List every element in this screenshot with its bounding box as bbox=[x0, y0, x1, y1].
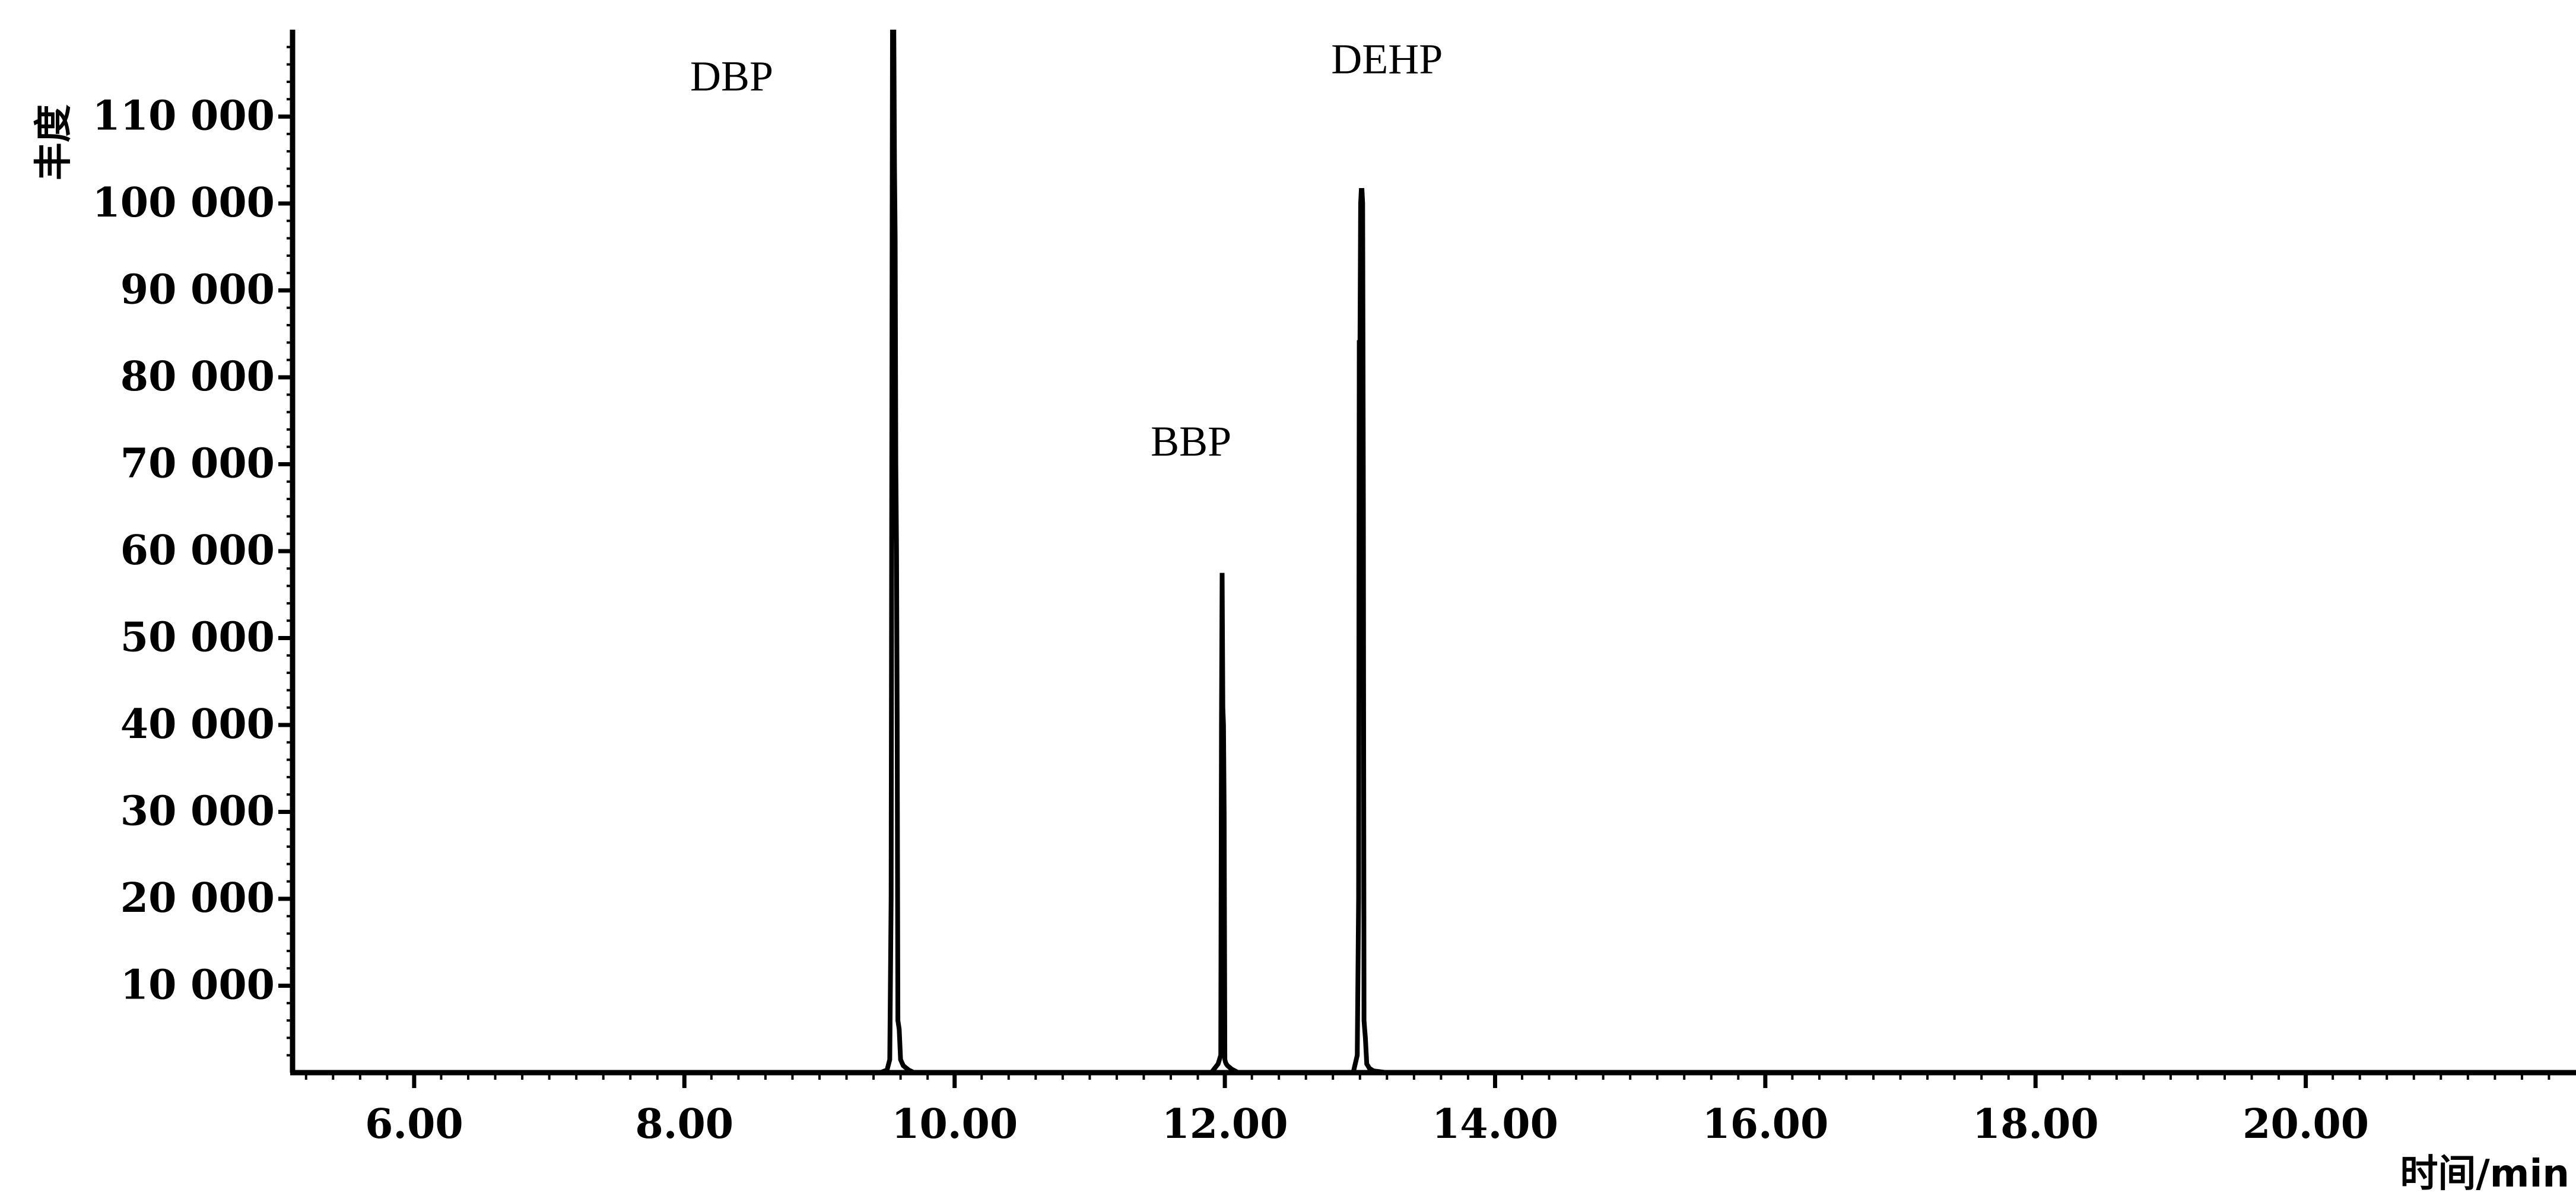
y-tick-label: 60 000 bbox=[120, 527, 275, 574]
y-axis-title: 丰度 bbox=[32, 104, 76, 180]
y-tick-label: 70 000 bbox=[120, 440, 275, 488]
x-tick-label: 20.00 bbox=[2243, 1101, 2369, 1148]
y-tick-label: 80 000 bbox=[120, 353, 275, 400]
y-tick-label: 20 000 bbox=[120, 874, 275, 922]
x-tick-label: 12.00 bbox=[1162, 1101, 1288, 1148]
x-tick-label: 8.00 bbox=[635, 1101, 733, 1148]
y-tick-label: 100 000 bbox=[92, 179, 275, 227]
x-tick-label: 16.00 bbox=[1702, 1101, 1828, 1148]
y-tick-label: 110 000 bbox=[92, 93, 275, 140]
labels-layer: DBP BBP DEHP bbox=[690, 35, 1443, 465]
chromatogram-trace bbox=[293, 29, 2576, 1075]
x-axis-title: 时间/min bbox=[2400, 1152, 2569, 1196]
y-tick-label: 40 000 bbox=[120, 701, 275, 748]
x-tick-label: 6.00 bbox=[365, 1101, 463, 1148]
y-tick-label: 90 000 bbox=[120, 266, 275, 314]
peak-label-bbp: BBP bbox=[1151, 418, 1231, 465]
y-tick-label: 50 000 bbox=[120, 614, 275, 661]
x-tick-label: 18.00 bbox=[1973, 1101, 2099, 1148]
x-tick-label: 10.00 bbox=[891, 1101, 1018, 1148]
axes-layer: 10 000 20 000 30 000 40 000 50 000 60 000 70 0… bbox=[92, 30, 2576, 1148]
y-tick-label: 30 000 bbox=[120, 788, 275, 835]
peak-label-dbp: DBP bbox=[690, 53, 773, 100]
trace-layer bbox=[293, 29, 2576, 1075]
y-tick-label: 10 000 bbox=[120, 962, 275, 1009]
x-tick-label: 14.00 bbox=[1432, 1101, 1558, 1148]
peak-label-dehp: DEHP bbox=[1331, 35, 1443, 82]
